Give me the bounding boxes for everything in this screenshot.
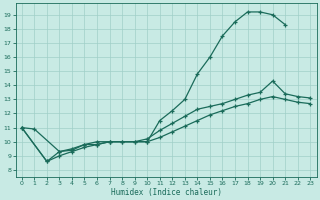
X-axis label: Humidex (Indice chaleur): Humidex (Indice chaleur) xyxy=(110,188,221,197)
